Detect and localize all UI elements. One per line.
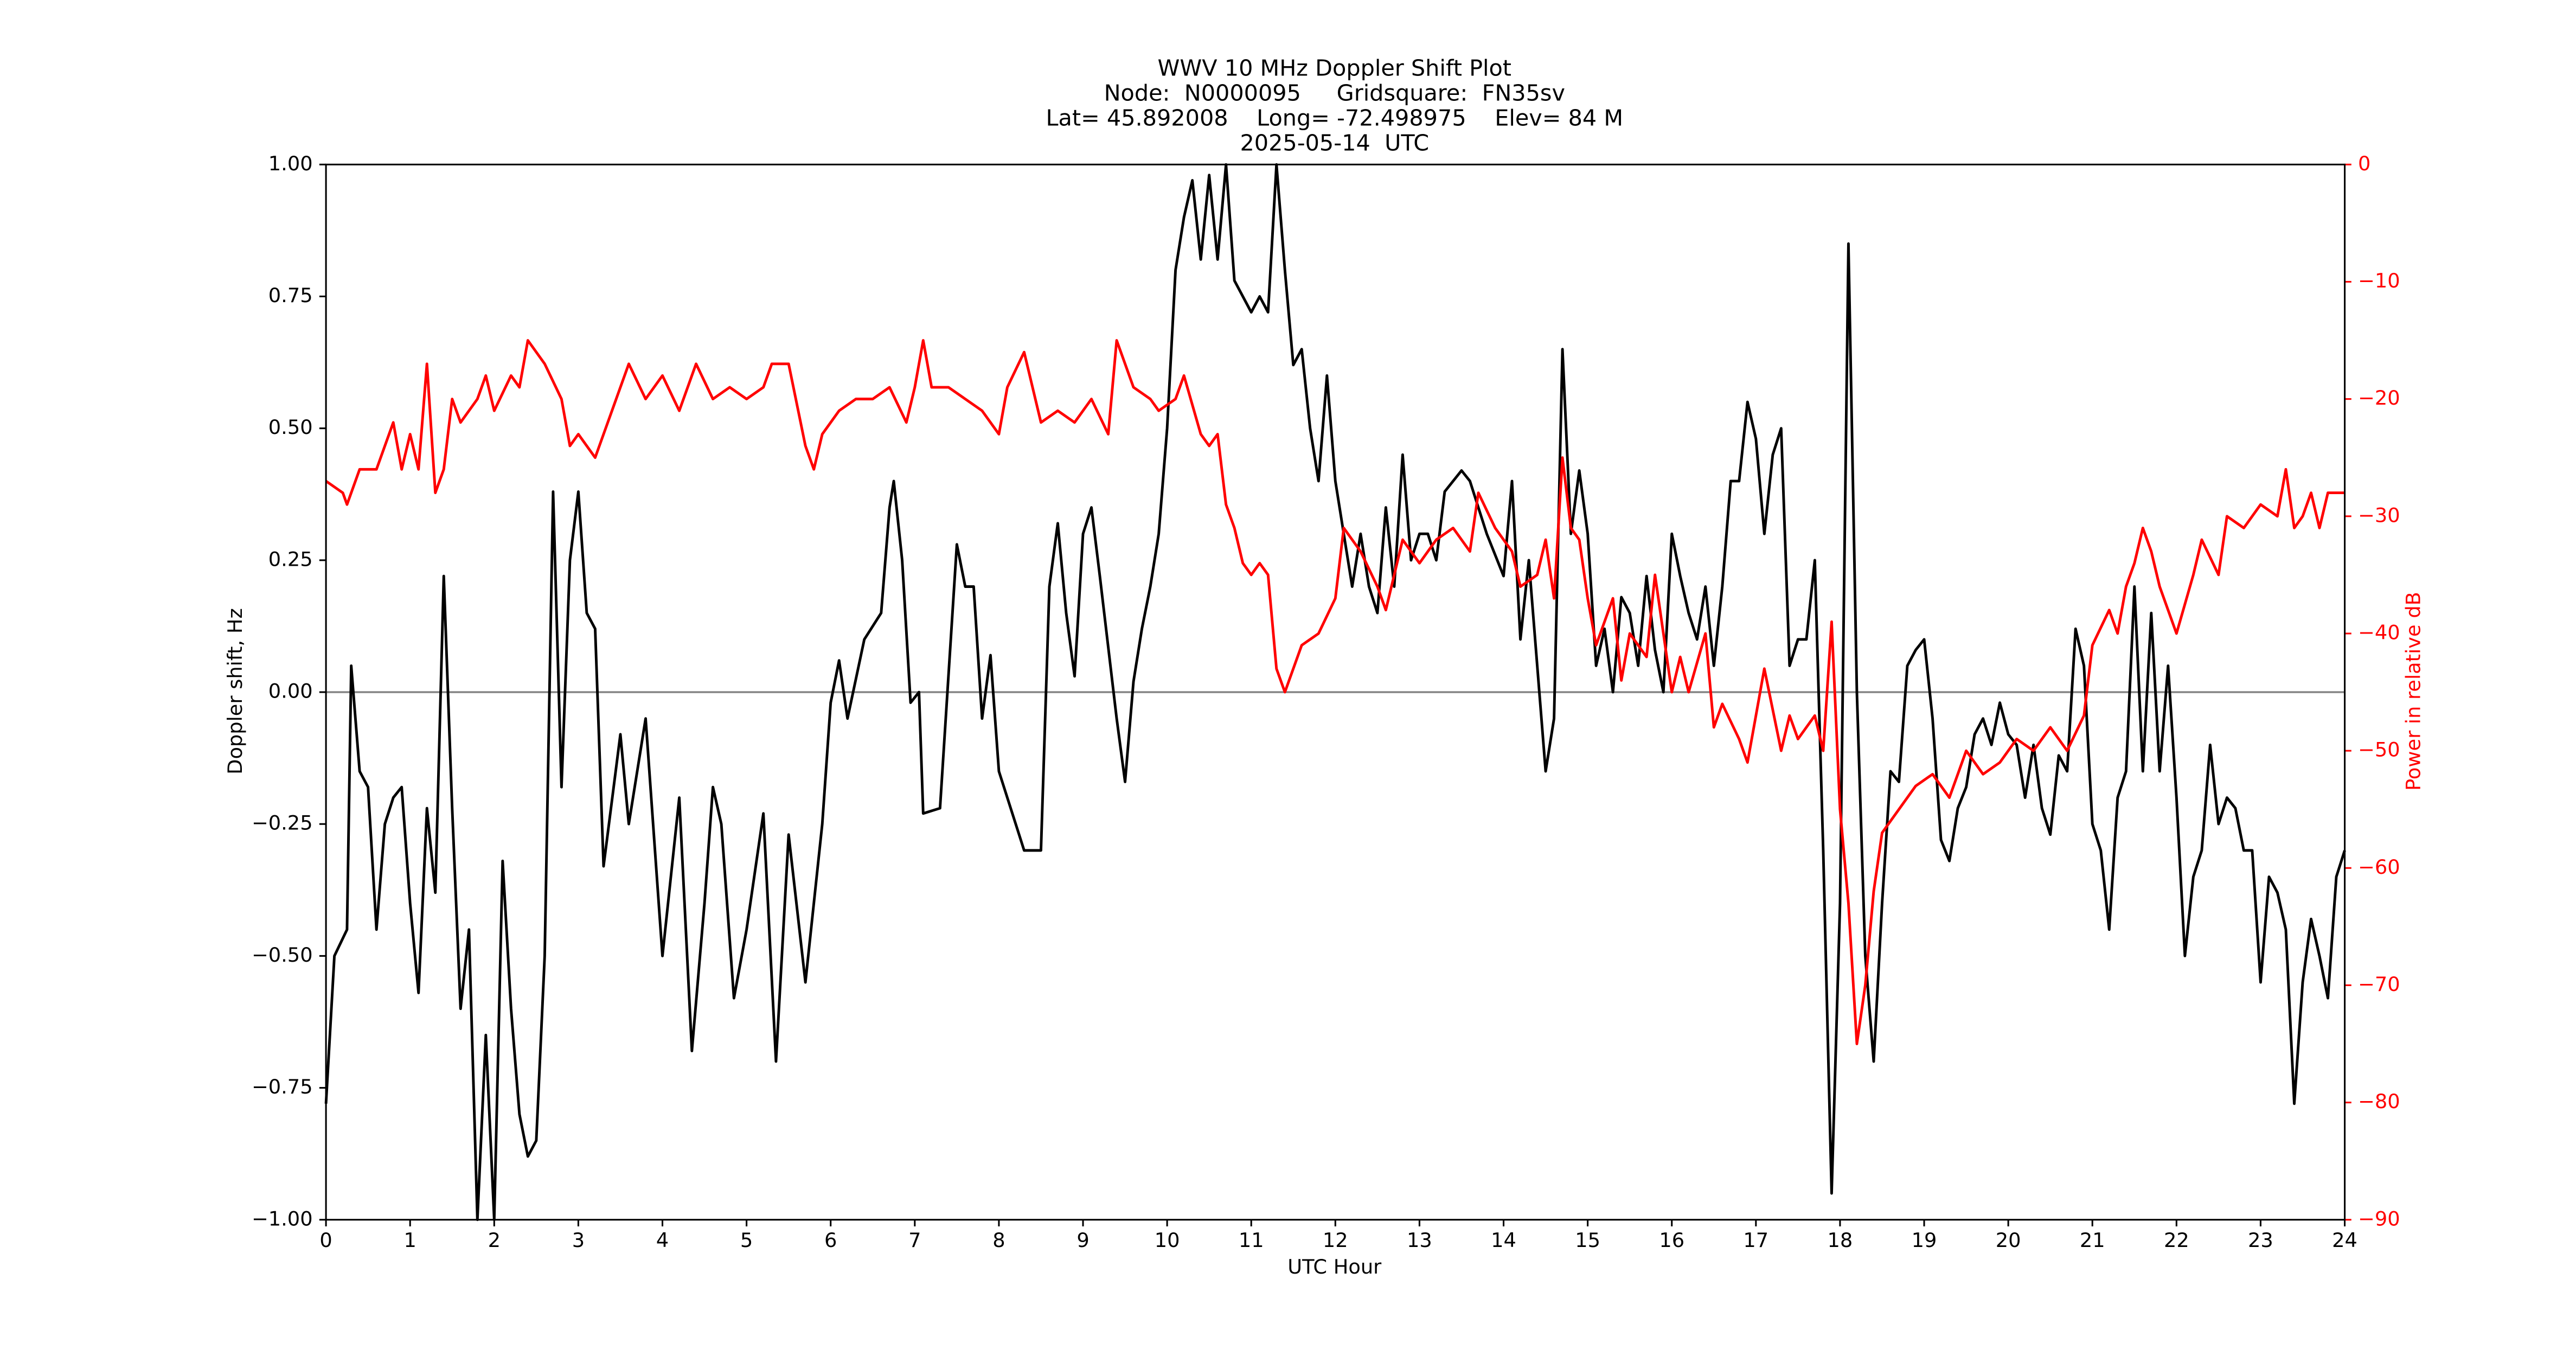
y-tick-label: 1.00	[268, 152, 313, 175]
x-tick-label: 3	[572, 1229, 585, 1252]
y2-tick-label: −90	[2358, 1207, 2400, 1230]
y-tick-label: 0.50	[268, 415, 313, 439]
y2-tick-label: −80	[2358, 1090, 2400, 1113]
y-tick-label: −1.00	[252, 1207, 313, 1230]
x-tick-label: 7	[908, 1229, 921, 1252]
line-series	[325, 339, 2345, 1045]
x-tick-label: 10	[1155, 1229, 1180, 1252]
y2-tick-label: −20	[2358, 386, 2400, 410]
x-tick-label: 5	[740, 1229, 753, 1252]
x-tick-label: 14	[1491, 1229, 1516, 1252]
y2-tick-label: −50	[2358, 738, 2400, 762]
y2-tick-label: 0	[2358, 152, 2370, 175]
y2-tick-label: −70	[2358, 973, 2400, 996]
x-tick-label: 15	[1575, 1229, 1600, 1252]
y2-tick-label: −60	[2358, 855, 2400, 879]
x-tick-label: 2	[488, 1229, 501, 1252]
y-tick-label: 0.25	[268, 547, 313, 571]
x-tick-label: 23	[2248, 1229, 2273, 1252]
x-tick-label: 19	[1912, 1229, 1937, 1252]
y-axis-label: Doppler shift, Hz	[223, 608, 247, 775]
x-tick-label: 24	[2332, 1229, 2357, 1252]
x-tick-label: 17	[1743, 1229, 1768, 1252]
chart-subtitle: 2025-05-14 UTC	[1240, 130, 1429, 156]
y-tick-label: 0.75	[268, 284, 313, 307]
chart-subtitle: Lat= 45.892008 Long= -72.498975 Elev= 84…	[1046, 105, 1624, 131]
y2-axis-label: Power in relative dB	[2402, 592, 2425, 791]
y2-tick-label: −10	[2358, 269, 2400, 292]
y-tick-label: −0.50	[252, 943, 313, 967]
y-tick-label: 0.00	[268, 680, 313, 703]
y2-tick-label: −40	[2358, 621, 2400, 644]
x-tick-label: 12	[1323, 1229, 1348, 1252]
x-tick-label: 13	[1407, 1229, 1432, 1252]
x-tick-label: 22	[2164, 1229, 2189, 1252]
x-tick-label: 1	[404, 1229, 416, 1252]
x-tick-label: 0	[319, 1229, 332, 1252]
x-tick-label: 21	[2080, 1229, 2105, 1252]
x-tick-label: 20	[1996, 1229, 2021, 1252]
x-tick-label: 16	[1659, 1229, 1684, 1252]
line-series	[324, 163, 2346, 1221]
y2-tick-label: −30	[2358, 503, 2400, 527]
x-tick-label: 18	[1828, 1229, 1853, 1252]
y-tick-label: −0.75	[252, 1075, 313, 1098]
x-tick-label: 6	[824, 1229, 837, 1252]
x-tick-label: 8	[992, 1229, 1005, 1252]
x-tick-label: 4	[656, 1229, 669, 1252]
x-tick-label: 9	[1076, 1229, 1089, 1252]
chart-title: WWV 10 MHz Doppler Shift Plot	[1158, 55, 1512, 81]
x-axis-label: UTC Hour	[1287, 1255, 1382, 1278]
x-tick-label: 11	[1239, 1229, 1264, 1252]
chart-subtitle: Node: N0000095 Gridsquare: FN35sv	[1104, 80, 1565, 106]
y-tick-label: −0.25	[252, 811, 313, 835]
